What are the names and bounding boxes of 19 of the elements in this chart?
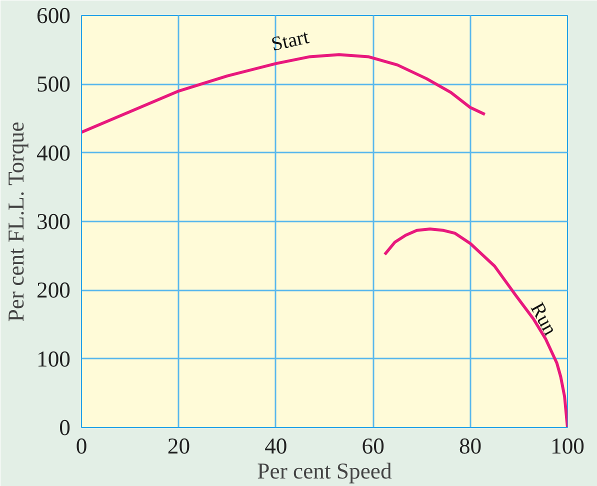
x-tick-label: 40 [264, 434, 288, 458]
text: Start [269, 26, 312, 56]
y-tick-label: 300 [36, 209, 70, 234]
x-tick-label: 100 [550, 434, 584, 458]
y-tick-label: 600 [36, 3, 70, 28]
x-tick-label: 80 [458, 434, 482, 458]
y-axis-title: Per cent FL.L. Torque [4, 122, 29, 322]
x-tick-label: 20 [167, 434, 190, 458]
y-tick-label: 200 [36, 278, 70, 303]
line-series [383, 228, 568, 428]
y-tick-label: 500 [36, 72, 70, 97]
y-tick-label: 400 [36, 140, 70, 166]
x-tick-label: 60 [362, 434, 384, 458]
x-axis-title: Per cent Speed [257, 458, 392, 484]
y-tick-label: 100 [36, 346, 70, 372]
y-tick-label: 0 [59, 415, 70, 440]
x-tick-label: 0 [76, 434, 88, 458]
line-series [82, 53, 486, 134]
text: Run [526, 299, 562, 339]
